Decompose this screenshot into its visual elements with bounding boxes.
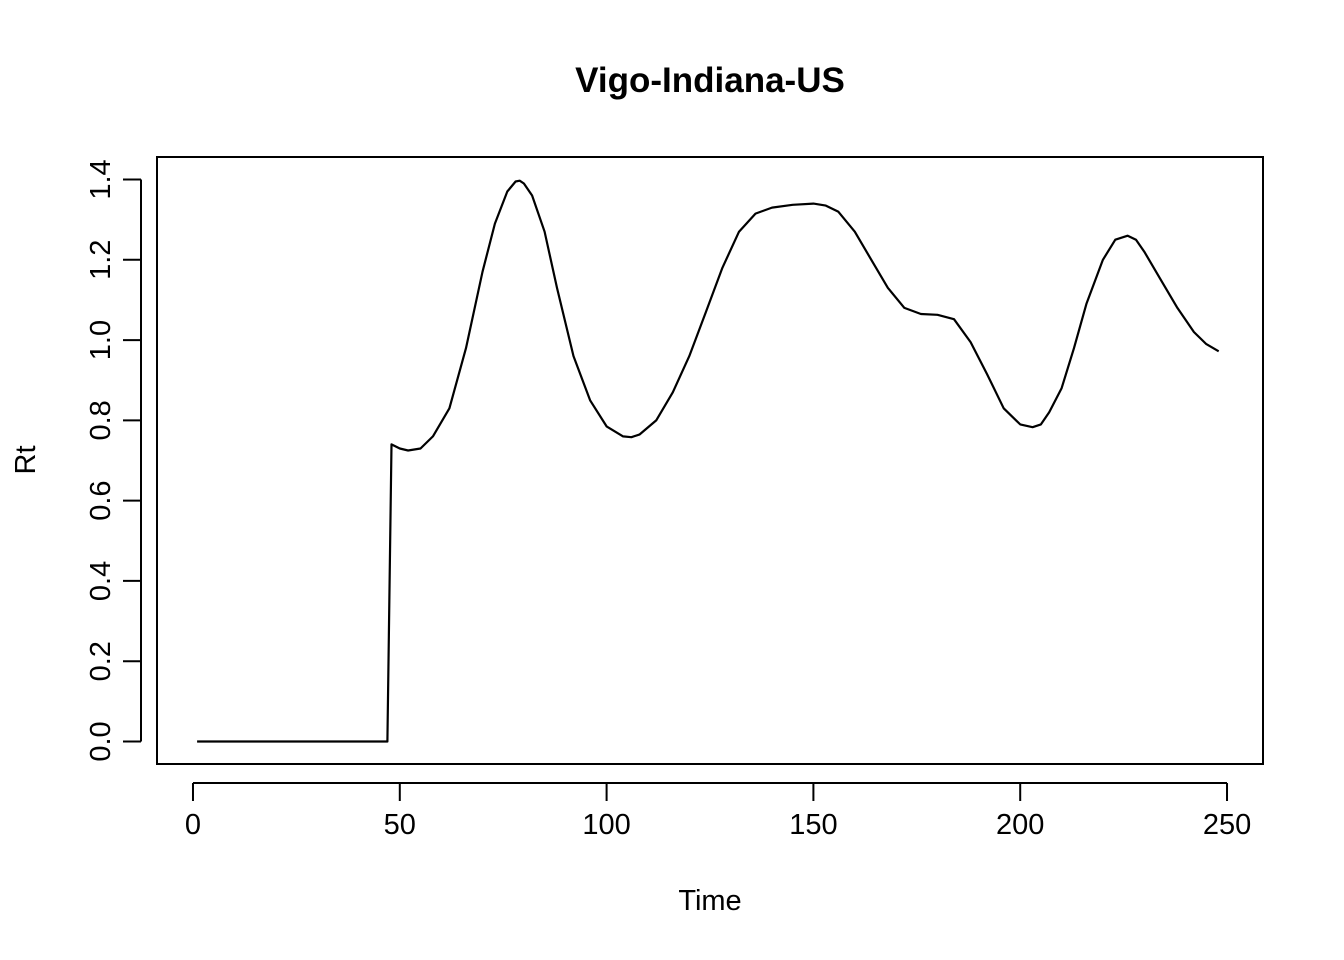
y-tick-label: 0.8 xyxy=(85,400,117,440)
y-tick-label: 0.4 xyxy=(85,561,117,601)
chart-title: Vigo-Indiana-US xyxy=(575,61,845,100)
x-axis: 0 50 100 150 200 250 xyxy=(185,782,1251,841)
y-tick-label: 1.2 xyxy=(85,240,117,280)
y-tick-label: 0.2 xyxy=(85,641,117,681)
x-tick-label: 50 xyxy=(384,809,416,841)
y-tick-label: 0.6 xyxy=(85,480,117,520)
y-tick-label: 1.4 xyxy=(85,159,117,199)
x-axis-label: Time xyxy=(678,885,741,917)
y-axis: 0.0 0.2 0.4 0.6 0.8 1.0 1.2 1.4 xyxy=(85,159,142,762)
x-tick-label: 150 xyxy=(789,809,837,841)
series-layer xyxy=(197,179,1220,743)
series-line-0 xyxy=(197,179,1220,743)
x-tick-label: 200 xyxy=(996,809,1044,841)
x-tick-label: 250 xyxy=(1203,809,1251,841)
x-tick-label: 100 xyxy=(582,809,630,841)
x-tick-label: 0 xyxy=(185,809,201,841)
y-tick-label: 0.0 xyxy=(85,721,117,761)
y-axis-label: Rt xyxy=(10,446,42,475)
plot-frame xyxy=(156,156,1264,765)
y-tick-label: 1.0 xyxy=(85,320,117,360)
